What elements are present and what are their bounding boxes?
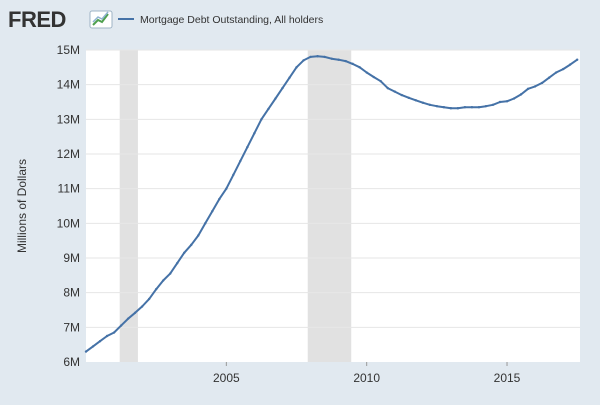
legend-label: Mortgage Debt Outstanding, All holders: [140, 14, 323, 26]
x-tick-label: 2005: [213, 371, 240, 385]
data-point: [442, 106, 446, 109]
data-point: [239, 159, 242, 163]
data-point: [568, 63, 572, 66]
data-point: [253, 132, 256, 135]
data-point: [463, 106, 467, 109]
data-point: [133, 311, 137, 314]
data-point: [232, 173, 235, 176]
data-point: [561, 67, 565, 71]
data-point: [169, 272, 172, 275]
y-tick-labels: 6M 7M 8M 9M 10M 11M 12M 13M 14M 15M: [57, 43, 80, 369]
data-point: [119, 324, 123, 327]
y-tick-label: 13M: [57, 112, 80, 126]
data-point: [435, 104, 439, 108]
data-point: [449, 107, 453, 110]
data-point: [386, 86, 389, 90]
data-point: [98, 340, 102, 343]
data-point: [190, 243, 193, 247]
data-point: [393, 90, 396, 93]
grid-lines: [86, 49, 580, 328]
data-point: [519, 93, 523, 96]
fred-logo-text[interactable]: FRED: [8, 7, 66, 32]
recession-band-1: [307, 50, 352, 362]
data-point: [161, 279, 165, 282]
data-point: [337, 58, 340, 61]
data-point: [267, 107, 270, 111]
data-point: [491, 103, 495, 106]
data-point: [211, 210, 214, 213]
data-point: [344, 59, 347, 63]
y-tick-label: 11M: [58, 182, 80, 196]
data-point: [84, 350, 88, 353]
data-point: [183, 251, 186, 254]
data-point: [295, 66, 298, 69]
series-layer: [84, 55, 579, 353]
data-point: [281, 86, 284, 90]
data-point: [526, 87, 530, 91]
data-point: [547, 76, 551, 79]
data-point: [176, 262, 179, 265]
data-point: [456, 107, 460, 110]
data-point: [400, 93, 403, 97]
data-point: [91, 345, 95, 348]
data-point: [147, 297, 151, 301]
data-point: [309, 55, 312, 59]
data-point: [218, 197, 221, 201]
y-tick-label: 7M: [63, 320, 80, 334]
x-tick-label: 2015: [494, 371, 521, 385]
y-axis-title: Millions of Dollars: [15, 159, 29, 253]
y-tick-label: 6M: [63, 355, 80, 369]
y-tick-label: 14M: [57, 78, 80, 92]
data-point: [379, 80, 382, 83]
data-point: [246, 145, 249, 149]
data-point: [512, 97, 516, 100]
data-point: [498, 100, 502, 104]
data-point: [533, 85, 537, 88]
data-point: [540, 81, 544, 85]
recession-bands: [119, 50, 352, 362]
y-tick-label: 8M: [63, 286, 80, 300]
data-point: [330, 57, 333, 60]
recession-band-0: [119, 50, 138, 362]
data-point: [470, 106, 474, 109]
fred-logo-chart-icon: [89, 10, 113, 29]
data-point: [554, 71, 558, 74]
y-tick-label: 15M: [57, 43, 80, 57]
data-point: [505, 100, 509, 103]
data-point: [302, 59, 305, 62]
data-point: [126, 317, 130, 320]
data-point: [575, 58, 579, 61]
data-point: [421, 101, 425, 104]
data-point: [407, 96, 410, 100]
data-point: [323, 55, 326, 59]
y-tick-label: 9M: [63, 251, 80, 265]
data-point: [484, 104, 488, 108]
data-point: [105, 334, 109, 338]
data-point: [274, 97, 277, 100]
data-point: [428, 103, 432, 106]
data-point: [154, 288, 158, 291]
data-point: [140, 305, 144, 308]
data-point: [197, 234, 200, 237]
data-point: [112, 331, 116, 334]
data-point: [316, 55, 319, 58]
data-point: [351, 62, 354, 66]
data-point: [414, 99, 418, 102]
data-point: [225, 187, 228, 190]
data-point: [365, 71, 368, 74]
data-point: [204, 222, 207, 225]
data-point: [477, 106, 481, 109]
y-tick-label: 10M: [57, 216, 80, 230]
y-tick-label: 12M: [57, 147, 80, 161]
data-point: [288, 76, 291, 79]
x-tick-label: 2010: [353, 371, 380, 385]
data-point: [260, 118, 263, 121]
x-tick-labels: 2005 2010 2015: [213, 362, 521, 385]
data-point: [372, 75, 375, 79]
data-point: [358, 66, 361, 69]
